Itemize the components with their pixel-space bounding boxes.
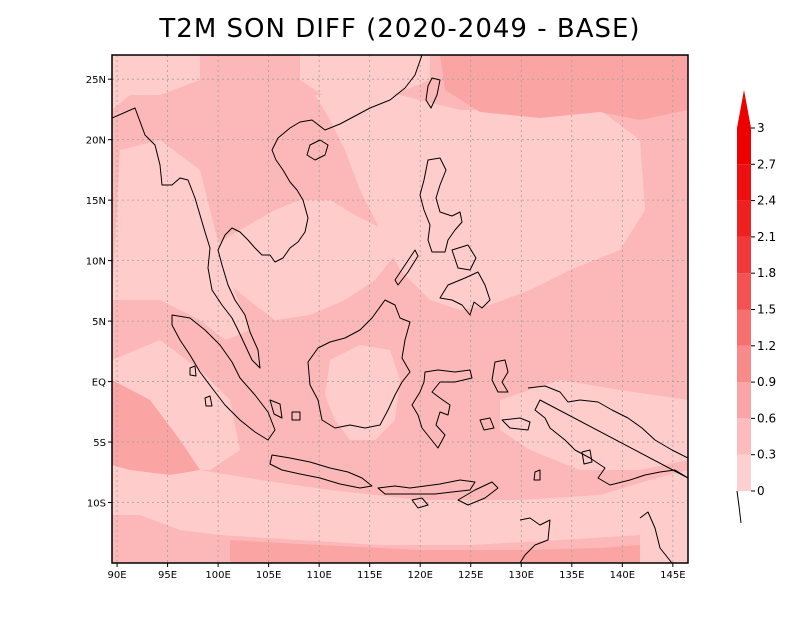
sumbawa-coast — [411, 497, 429, 509]
colorbar-label: 2.1 — [757, 230, 776, 244]
field-region-low — [112, 55, 200, 110]
seram-coast — [501, 417, 531, 431]
field-region-low — [315, 95, 645, 310]
lon-tick-label: 135E — [559, 570, 584, 581]
field-region-low — [500, 380, 688, 470]
sumatra-coast — [171, 314, 276, 441]
small-island-coast — [291, 411, 301, 421]
small-island-coast — [533, 469, 541, 481]
hainan-coast — [306, 139, 329, 161]
halmahera-coast — [491, 359, 509, 393]
lon-tick-label: 95E — [158, 570, 177, 581]
colorbar: 0 0.3 0.6 0.9 1.2 1.5 1.8 2.1 2.4 2.7 3 — [736, 90, 776, 524]
coastlines — [112, 55, 688, 563]
lon-tick-label: 130E — [509, 570, 534, 581]
timor-coast — [457, 481, 499, 506]
field-region-low — [300, 55, 430, 100]
colorbar-segment — [737, 200, 751, 237]
colorbar-segment — [737, 236, 751, 274]
lon-tick-label: 110E — [306, 570, 331, 581]
lat-tick-label: 15N — [86, 196, 106, 207]
buru-coast — [479, 417, 495, 431]
field-region-high — [440, 55, 688, 120]
colorbar-label: 1.2 — [757, 339, 776, 353]
lon-tick-label: 140E — [610, 570, 635, 581]
colorbar-segment — [737, 164, 751, 201]
field-region-high — [112, 380, 200, 475]
lon-tick-label: 105E — [256, 570, 281, 581]
colorbar-min-tail — [736, 490, 742, 524]
colorbar-label: 0.3 — [757, 448, 776, 462]
colorbar-max-arrow — [737, 90, 751, 128]
colorbar-segment — [737, 345, 751, 383]
colorbar-label: 2.7 — [757, 157, 776, 171]
borneo-coast — [307, 299, 411, 429]
colorbar-label: 2.4 — [757, 194, 776, 208]
latitude-labels: 25N 20N 15N 10N 5N EQ 5S 10S — [86, 75, 112, 510]
nusa-tenggara-coast — [377, 479, 476, 495]
lon-tick-label: 115E — [357, 570, 382, 581]
lat-tick-label: 10S — [87, 499, 106, 510]
australia-coast — [519, 511, 673, 563]
mindanao-coast — [439, 271, 491, 316]
mainland-coast — [112, 55, 423, 369]
colorbar-segment — [737, 418, 751, 455]
sulawesi-coast — [411, 369, 473, 449]
colorbar-segment — [737, 128, 751, 165]
lat-tick-label: 20N — [86, 136, 106, 147]
lon-tick-label: 100E — [205, 570, 230, 581]
small-island-coast — [269, 399, 283, 419]
colorbar-segment — [737, 309, 751, 346]
colorbar-segment — [737, 382, 751, 419]
longitude-labels: 90E 95E 100E 105E 110E 115E 120E 125E 130E 135E 14… — [108, 563, 686, 581]
colorbar-label: 1.5 — [757, 303, 776, 317]
palawan-coast — [394, 249, 419, 286]
colorbar-label: 0.6 — [757, 411, 776, 425]
colorbar-label: 0 — [757, 484, 765, 498]
java-coast — [269, 454, 373, 489]
lat-tick-label: 10N — [86, 257, 106, 268]
colorbar-segment — [737, 454, 751, 491]
map-frame — [111, 54, 689, 564]
lon-tick-label: 125E — [458, 570, 483, 581]
colorbar-label: 0.9 — [757, 375, 776, 389]
lat-lon-grid — [112, 55, 688, 563]
field-region-high — [230, 540, 640, 563]
lon-tick-label: 120E — [408, 570, 433, 581]
lon-tick-label: 90E — [108, 570, 127, 581]
taiwan-coast — [425, 77, 441, 109]
colorbar-segment — [737, 273, 751, 310]
luzon-coast — [419, 157, 463, 253]
lon-tick-label: 145E — [660, 570, 685, 581]
field-region-low — [190, 200, 395, 320]
visayas-coast — [451, 244, 477, 271]
colorbar-label: 1.8 — [757, 266, 776, 280]
field-region-low — [112, 460, 688, 563]
lat-tick-label: 5S — [93, 438, 106, 449]
small-island-coast — [189, 365, 197, 377]
colorbar-label: 3 — [757, 121, 765, 135]
aru-islands-coast — [581, 449, 593, 465]
field-region-low — [325, 345, 400, 440]
lat-tick-label: EQ — [92, 378, 106, 389]
field-region-low — [112, 140, 250, 340]
lat-tick-label: 25N — [86, 75, 106, 86]
map-title: T2M SON DIFF (2020-2049 - BASE) — [159, 14, 641, 44]
lat-tick-label: 5N — [92, 317, 106, 328]
small-island-coast — [204, 395, 213, 407]
new-guinea-coast — [527, 385, 688, 486]
